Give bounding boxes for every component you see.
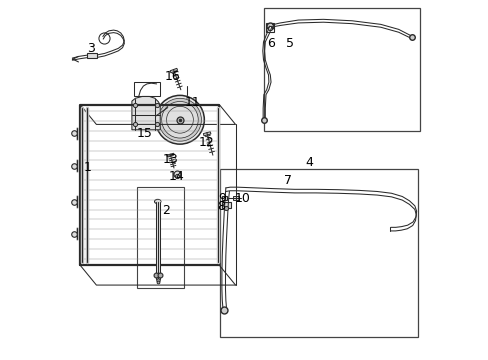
Polygon shape [132, 96, 160, 130]
Bar [263, 8, 419, 131]
Polygon shape [170, 68, 177, 73]
Text: 6: 6 [266, 36, 274, 50]
Circle shape [166, 106, 193, 133]
Circle shape [155, 95, 204, 144]
Polygon shape [166, 153, 174, 157]
Text: 10: 10 [234, 192, 250, 205]
Circle shape [158, 98, 201, 141]
Bar [137, 187, 183, 288]
Text: 9: 9 [218, 192, 225, 205]
Text: 16: 16 [164, 69, 180, 82]
Bar [266, 23, 273, 32]
Text: 7: 7 [283, 174, 291, 186]
Ellipse shape [154, 199, 161, 204]
Text: 4: 4 [305, 156, 312, 169]
Bar [222, 196, 226, 200]
Bar [222, 202, 230, 208]
Bar [134, 82, 160, 96]
Text: 1: 1 [83, 161, 91, 174]
Bar [233, 197, 239, 200]
Polygon shape [203, 132, 210, 136]
Text: 5: 5 [286, 37, 294, 50]
Text: 13: 13 [163, 153, 178, 166]
Text: 8: 8 [217, 200, 225, 213]
Text: 14: 14 [168, 170, 184, 183]
Bar [86, 53, 97, 58]
Text: 15: 15 [137, 127, 152, 140]
Text: 2: 2 [162, 204, 169, 217]
Bar [220, 169, 418, 337]
Text: 3: 3 [87, 41, 95, 54]
Text: 12: 12 [198, 136, 214, 149]
Text: 11: 11 [184, 96, 200, 109]
Circle shape [162, 102, 198, 138]
